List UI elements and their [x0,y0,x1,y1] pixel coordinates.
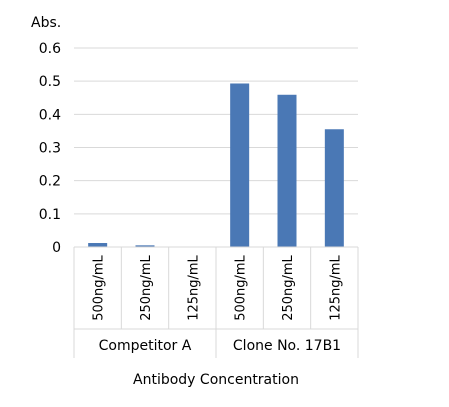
x-tick-label: 500ng/mL [92,254,107,320]
x-group-label: Clone No. 17B1 [233,338,341,354]
bar [135,245,155,247]
x-tick-label: 125ng/mL [186,254,201,320]
bar [277,94,297,247]
x-tick-label: 250ng/mL [139,254,154,320]
x-axis-label: Antibody Concentration [133,372,299,388]
y-tick-label: 0.3 [39,141,61,157]
y-tick-label: 0.5 [39,74,61,90]
x-group-label: Competitor A [99,338,192,354]
x-tick-label: 125ng/mL [328,254,343,320]
y-tick-label: 0.6 [39,41,61,57]
x-group-labels: Competitor A Clone No. 17B1 [99,338,341,354]
y-tick-label: 0.4 [39,107,61,123]
y-tick-label: 0.2 [39,174,61,190]
y-tick-label: 0 [52,240,61,256]
bar [230,83,250,247]
x-tick-label: 250ng/mL [281,254,296,320]
y-axis-label: Abs. [31,15,61,31]
x-category-labels: 500ng/mL 250ng/mL 125ng/mL 500ng/mL 250ng/mL… [92,254,344,320]
y-tick-labels: 0 0.1 0.2 0.3 0.4 0.5 0.6 [39,41,61,256]
y-tick-label: 0.1 [39,207,61,223]
gridlines [74,47,358,215]
axes [73,246,359,358]
bars [88,83,344,247]
bar [88,243,108,247]
bar [324,129,344,247]
x-tick-label: 500ng/mL [234,254,249,320]
